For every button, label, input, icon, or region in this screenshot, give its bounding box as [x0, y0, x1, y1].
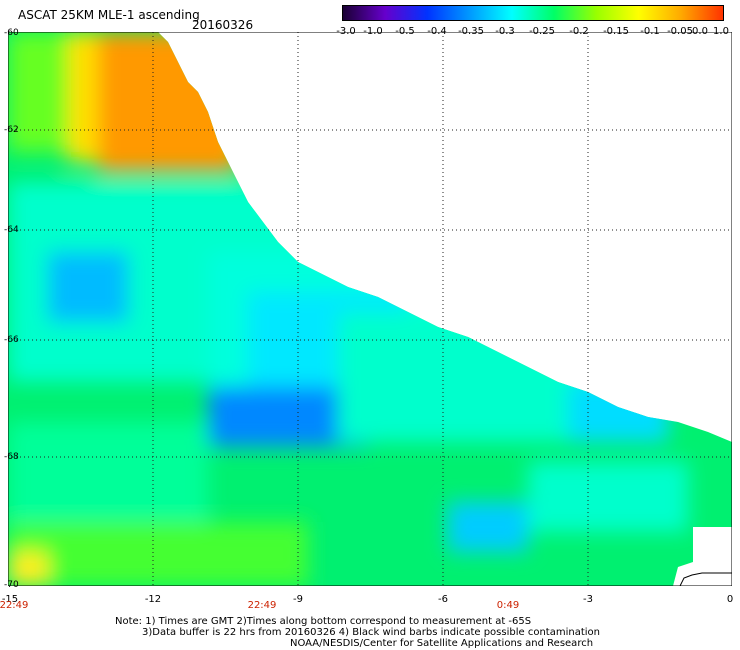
- time-label: 22:49: [0, 600, 29, 611]
- lat-label: -64: [4, 225, 19, 235]
- lon-label: -3: [583, 594, 593, 605]
- lat-label: -70: [4, 580, 19, 590]
- map-panel: [8, 32, 732, 586]
- lat-label: -66: [4, 335, 19, 345]
- lon-label: -12: [144, 594, 162, 605]
- lat-label: -62: [4, 125, 19, 135]
- color-bar: [342, 5, 724, 21]
- time-label: 22:49: [247, 600, 277, 611]
- lon-label: 0: [726, 594, 734, 605]
- wind-field: [8, 32, 732, 586]
- chart-date: 20160326: [192, 18, 254, 32]
- chart-title: ASCAT 25KM MLE-1 ascending: [18, 8, 200, 22]
- lat-label: -68: [4, 452, 19, 462]
- lat-label: -60: [4, 28, 19, 38]
- lon-label: -15: [1, 594, 19, 605]
- note-line: NOAA/NESDIS/Center for Satellite Applica…: [290, 638, 594, 649]
- lon-label: -9: [293, 594, 303, 605]
- lon-label: -6: [438, 594, 448, 605]
- time-label: 0:49: [496, 600, 520, 611]
- note-line: 3)Data buffer is 22 hrs from 20160326 4)…: [142, 627, 600, 638]
- note-line: Note: 1) Times are GMT 2)Times along bot…: [115, 616, 532, 627]
- grid-lines: [8, 32, 732, 586]
- coastline: [679, 572, 732, 586]
